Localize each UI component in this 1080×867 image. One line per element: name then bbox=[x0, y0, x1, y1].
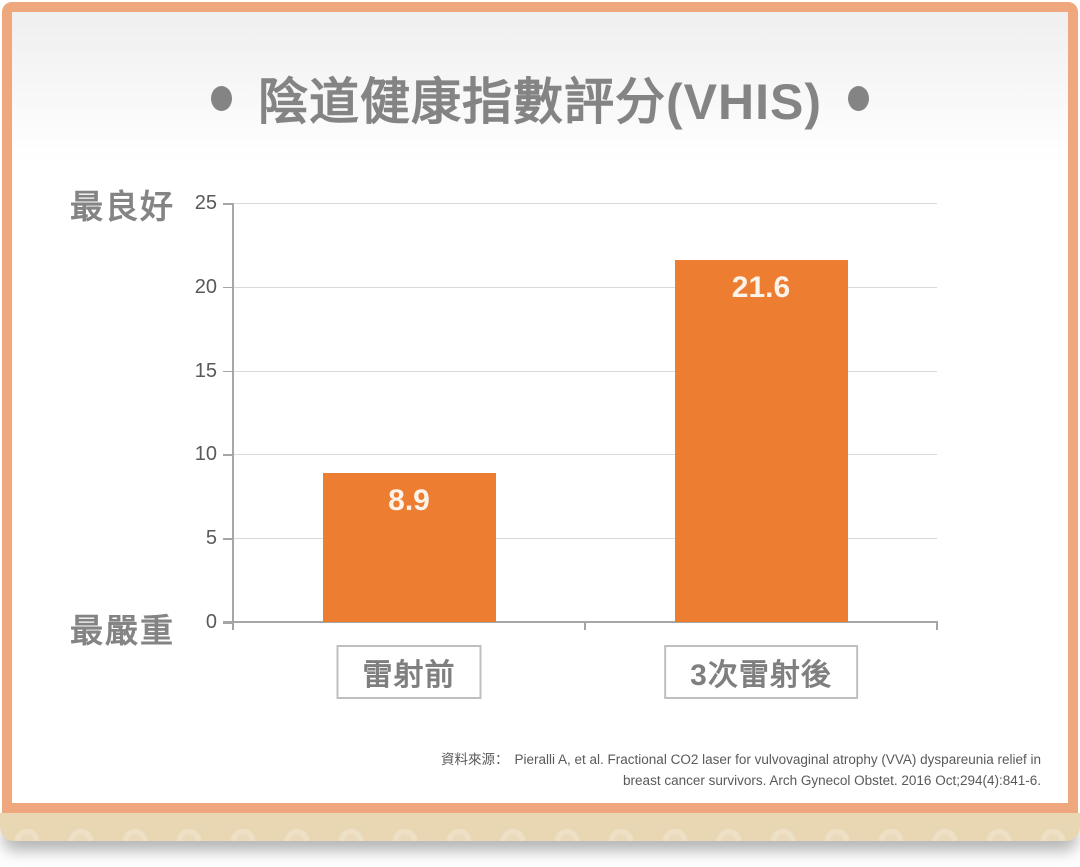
x-axis-tick-1 bbox=[584, 622, 586, 630]
chart-bar-1 bbox=[674, 259, 848, 622]
gridline-15 bbox=[233, 370, 937, 372]
y-axis-tick-5 bbox=[223, 538, 233, 540]
y-axis-tick-0 bbox=[223, 622, 233, 624]
y-axis-tick-15 bbox=[223, 370, 233, 373]
source-label: 資料來源： bbox=[441, 752, 509, 767]
gridline-20 bbox=[233, 286, 937, 288]
title-bullet-right-icon bbox=[848, 85, 869, 111]
slide-content: 陰道健康指數評分(VHIS) 最良好 最嚴重 0 5 10 15 20 25 8.9 雷射前 2… bbox=[12, 12, 1068, 803]
x-axis-tick-0 bbox=[232, 622, 234, 630]
slide-card: 陰道健康指數評分(VHIS) 最良好 最嚴重 0 5 10 15 20 25 8.9 雷射前 2… bbox=[2, 2, 1078, 813]
y-tick-label-10: 10 bbox=[194, 443, 217, 466]
gridline-10 bbox=[233, 454, 937, 456]
chart-title-row: 陰道健康指數評分(VHIS) bbox=[12, 62, 1068, 134]
category-label-0: 雷射前 bbox=[336, 645, 482, 699]
x-axis bbox=[223, 621, 938, 623]
y-axis-annotation-worst: 最嚴重 bbox=[70, 612, 175, 649]
y-axis-tick-20 bbox=[223, 286, 233, 289]
y-axis-tick-25 bbox=[223, 203, 233, 205]
y-tick-label-20: 20 bbox=[194, 275, 217, 298]
bar-chart-plot-area: 0 5 10 15 20 25 8.9 雷射前 21.6 3次雷射後 bbox=[195, 192, 938, 699]
gridline-5 bbox=[233, 538, 937, 540]
source-citation: 資料來源： Pieralli A, et al. Fractional CO2 l… bbox=[441, 750, 1041, 792]
y-tick-label-15: 15 bbox=[194, 359, 217, 382]
bar-value-label-1: 21.6 bbox=[731, 270, 791, 304]
title-bullet-left-icon bbox=[211, 85, 232, 111]
x-axis-tick-2 bbox=[936, 622, 938, 630]
y-tick-label-25: 25 bbox=[194, 192, 217, 214]
source-line-1: 資料來源： Pieralli A, et al. Fractional CO2 l… bbox=[441, 750, 1041, 771]
y-axis bbox=[232, 203, 234, 630]
page-title: 陰道健康指數評分(VHIS) bbox=[258, 74, 822, 130]
y-tick-label-5: 5 bbox=[205, 527, 217, 550]
gridline-25 bbox=[233, 203, 937, 204]
y-tick-label-0: 0 bbox=[205, 611, 217, 633]
source-text-2: breast cancer survivors. Arch Gynecol Ob… bbox=[623, 772, 1041, 788]
source-text-1: Pieralli A, et al. Fractional CO2 laser … bbox=[514, 752, 1042, 767]
decorative-footer-band bbox=[0, 813, 1080, 841]
y-axis-tick-10 bbox=[223, 454, 233, 456]
bar-value-label-0: 8.9 bbox=[388, 483, 430, 517]
y-axis-annotation-best: 最良好 bbox=[70, 188, 175, 225]
chart-bar-0 bbox=[322, 472, 496, 622]
category-label-1: 3次雷射後 bbox=[664, 645, 858, 699]
